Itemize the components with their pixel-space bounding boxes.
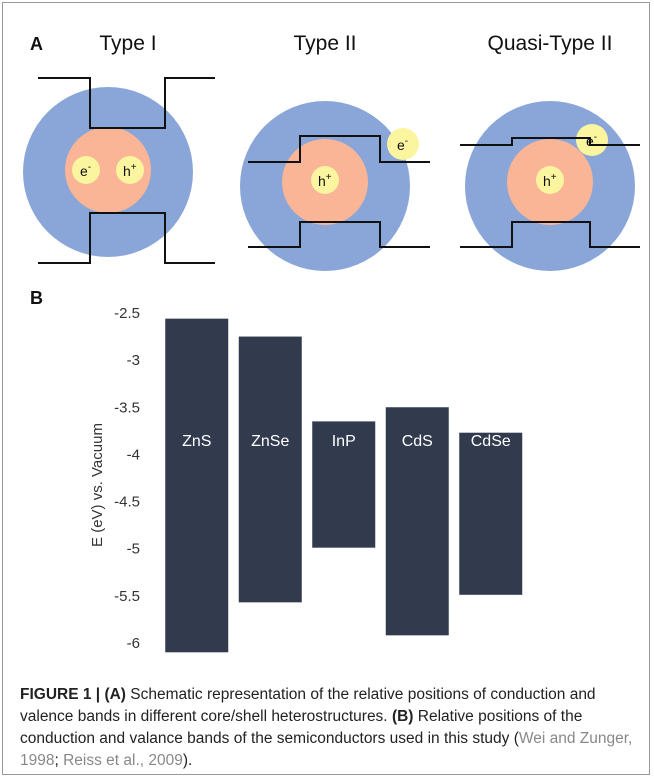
hole-label: h — [318, 173, 326, 189]
electron-label: e — [586, 133, 594, 149]
panel-label: A — [30, 34, 43, 54]
charge: + — [326, 172, 332, 183]
bar-label: ZnSe — [251, 433, 289, 450]
figure-graphics: A Type I Type II Quasi-Type II e- h+ h+ … — [0, 0, 654, 680]
caption-text: ; — [54, 752, 63, 769]
bar — [165, 319, 228, 653]
type-title: Type I — [99, 32, 156, 55]
y-tick-label: -4 — [127, 446, 140, 463]
y-axis-title: E (eV) vs. Vacuum — [89, 423, 106, 547]
reference[interactable]: Reiss et al., 2009 — [63, 752, 183, 769]
charge: - — [594, 132, 597, 143]
bar — [459, 433, 522, 595]
charge: - — [405, 136, 408, 147]
type-title: Type II — [293, 32, 356, 55]
hole-label: h — [123, 163, 131, 179]
y-tick-label: -5 — [127, 541, 140, 558]
caption-text: ). — [183, 752, 192, 769]
charge: + — [551, 172, 557, 183]
figure: A Type I Type II Quasi-Type II e- h+ h+ … — [0, 0, 654, 779]
y-tick-label: -5.5 — [114, 588, 140, 605]
electron-label: e — [397, 137, 405, 153]
caption-part: (B) — [392, 708, 414, 725]
bar-label: ZnS — [182, 433, 211, 450]
y-tick-label: -3.5 — [114, 399, 140, 416]
bar-label: CdSe — [471, 433, 511, 450]
caption-part: (A) — [104, 686, 126, 703]
chart: -2.5-3-3.5-4-4.5-5-5.5-6-6.5ZnSZnSeInPCd… — [114, 305, 522, 680]
caption: FIGURE 1 | (A) Schematic representation … — [20, 684, 640, 772]
charge: + — [131, 162, 137, 173]
hole-label: h — [543, 173, 551, 189]
electron-label: e — [80, 163, 88, 179]
y-tick-label: -2.5 — [114, 305, 140, 322]
bar-label: CdS — [402, 433, 433, 450]
y-tick-label: -4.5 — [114, 494, 140, 511]
type-title: Quasi-Type II — [488, 32, 613, 55]
panel-a-labels: A Type I Type II Quasi-Type II — [30, 32, 612, 55]
caption-label: FIGURE 1 | — [20, 686, 104, 703]
panel-label: B — [30, 288, 43, 308]
bar — [239, 337, 302, 603]
y-tick-label: -3 — [127, 352, 140, 369]
bar-label: InP — [332, 433, 356, 450]
y-tick-label: -6 — [127, 635, 140, 652]
charge: - — [88, 162, 91, 173]
